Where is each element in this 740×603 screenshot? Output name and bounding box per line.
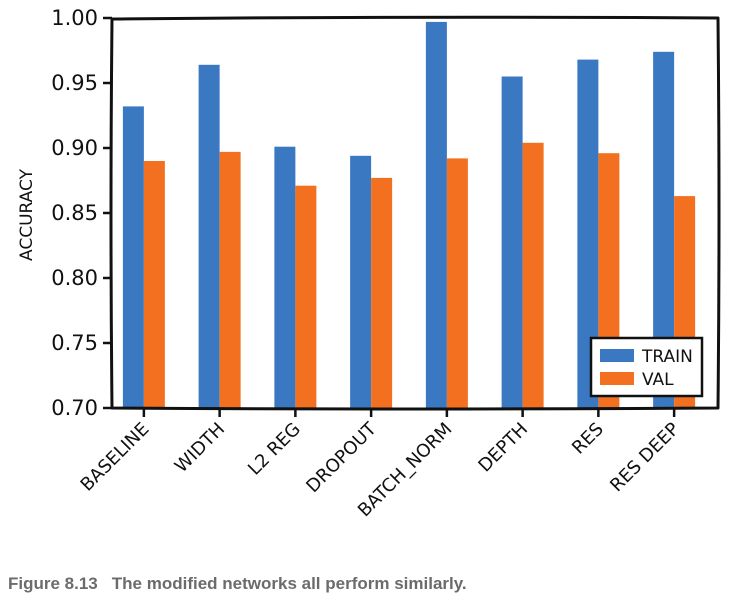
legend-box xyxy=(589,336,704,398)
bar-val-3 xyxy=(295,185,317,408)
y-axis-label: ACCURACY xyxy=(17,168,37,261)
x-tick-label: WIDTH xyxy=(171,419,229,477)
y-tick-label: 0.90 xyxy=(51,136,98,160)
y-tick-label: 1.00 xyxy=(51,6,98,30)
bar-train-2 xyxy=(198,64,220,409)
plot-frame xyxy=(109,15,721,411)
bar-train-6 xyxy=(501,76,523,408)
bar-chart: 0.70 0.75 0.80 0.85 0.90 0.95 1.00 BASELINE WID… xyxy=(17,6,721,521)
bar-train-8 xyxy=(653,51,675,409)
bar-val-4 xyxy=(371,177,393,408)
bar-val-6 xyxy=(522,142,544,409)
bar-train-5 xyxy=(425,21,447,409)
y-tick-label: 0.85 xyxy=(51,201,98,225)
legend-label-val: VAL xyxy=(642,370,674,390)
bar-train-4 xyxy=(350,155,372,408)
plot-border xyxy=(109,15,721,411)
legend-swatch-val xyxy=(600,372,634,385)
x-tick-label: RES DEEP xyxy=(606,419,684,497)
x-tick-label: DROPOUT xyxy=(302,418,381,497)
y-tick-label: 0.80 xyxy=(51,266,98,290)
x-tick-label: RES xyxy=(568,419,608,459)
y-axis: 0.70 0.75 0.80 0.85 0.90 0.95 1.00 xyxy=(51,6,112,420)
legend-swatch-train xyxy=(600,349,634,362)
x-tick-label: BASELINE xyxy=(77,419,154,496)
x-tick-label: L2 REG xyxy=(244,419,305,480)
bar-val-1 xyxy=(143,161,165,408)
bar-train-3 xyxy=(274,146,296,408)
y-tick-label: 0.95 xyxy=(51,71,98,95)
figure-caption: Figure 8.13 The modified networks all per… xyxy=(8,574,467,594)
caption-text: The modified networks all perform simila… xyxy=(111,574,467,593)
y-tick-label: 0.70 xyxy=(51,396,98,420)
bar-val-2 xyxy=(219,151,241,408)
legend: TRAIN VAL xyxy=(589,336,704,398)
legend-label-train: TRAIN xyxy=(641,347,693,367)
figure-number: Figure 8.13 xyxy=(8,574,98,593)
x-tick-label: DEPTH xyxy=(474,419,532,477)
bar-train-1 xyxy=(122,106,144,409)
y-tick-label: 0.75 xyxy=(51,331,98,355)
bar-val-5 xyxy=(446,158,468,408)
bar-train-7 xyxy=(577,59,599,408)
